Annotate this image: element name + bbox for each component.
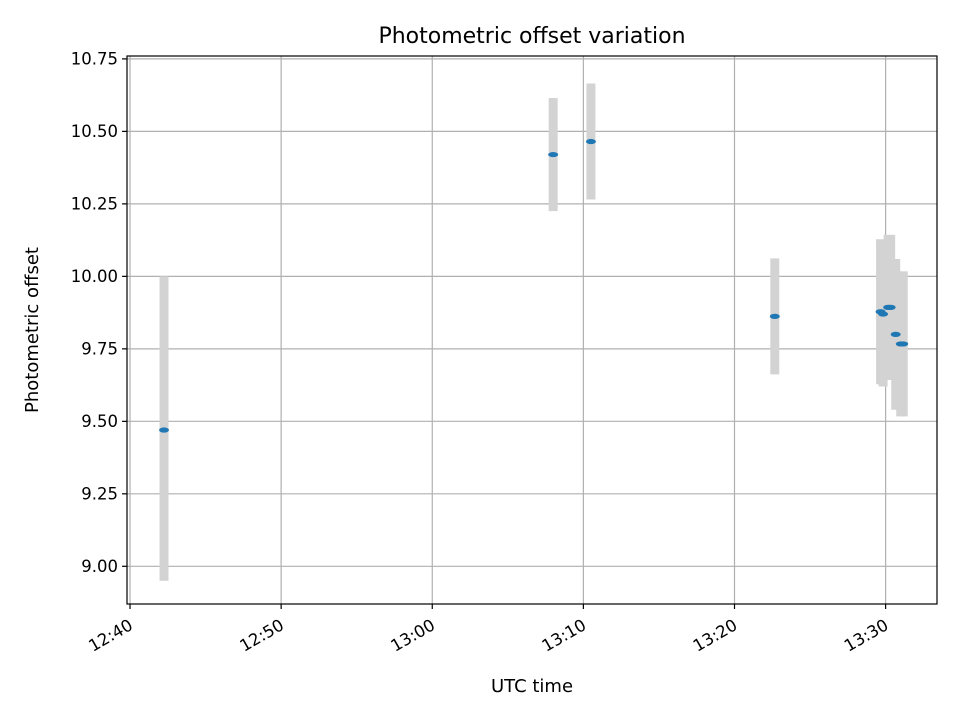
y-tick-label: 9.00 [81, 557, 118, 576]
data-point [769, 313, 780, 319]
plot-frame [126, 55, 938, 605]
data-point [548, 151, 559, 158]
y-tick-label: 10.00 [71, 267, 118, 286]
data-point [878, 311, 889, 317]
chart-title: Photometric offset variation [378, 24, 685, 49]
y-tick-label: 10.75 [71, 49, 118, 68]
data-points [159, 138, 909, 433]
data-point [898, 341, 909, 347]
y-tick-label: 10.50 [71, 122, 118, 141]
data-point [885, 304, 896, 310]
x-axis-label: UTC time [491, 676, 573, 697]
y-tick-label: 9.75 [81, 339, 118, 358]
y-tick-label: 10.25 [71, 194, 118, 213]
y-tick-label: 9.50 [81, 412, 118, 431]
data-point [890, 331, 901, 337]
data-point [585, 138, 596, 145]
y-tick-label: 9.25 [81, 484, 118, 503]
data-point [159, 427, 170, 433]
y-axis-label: Photometric offset [22, 247, 43, 413]
